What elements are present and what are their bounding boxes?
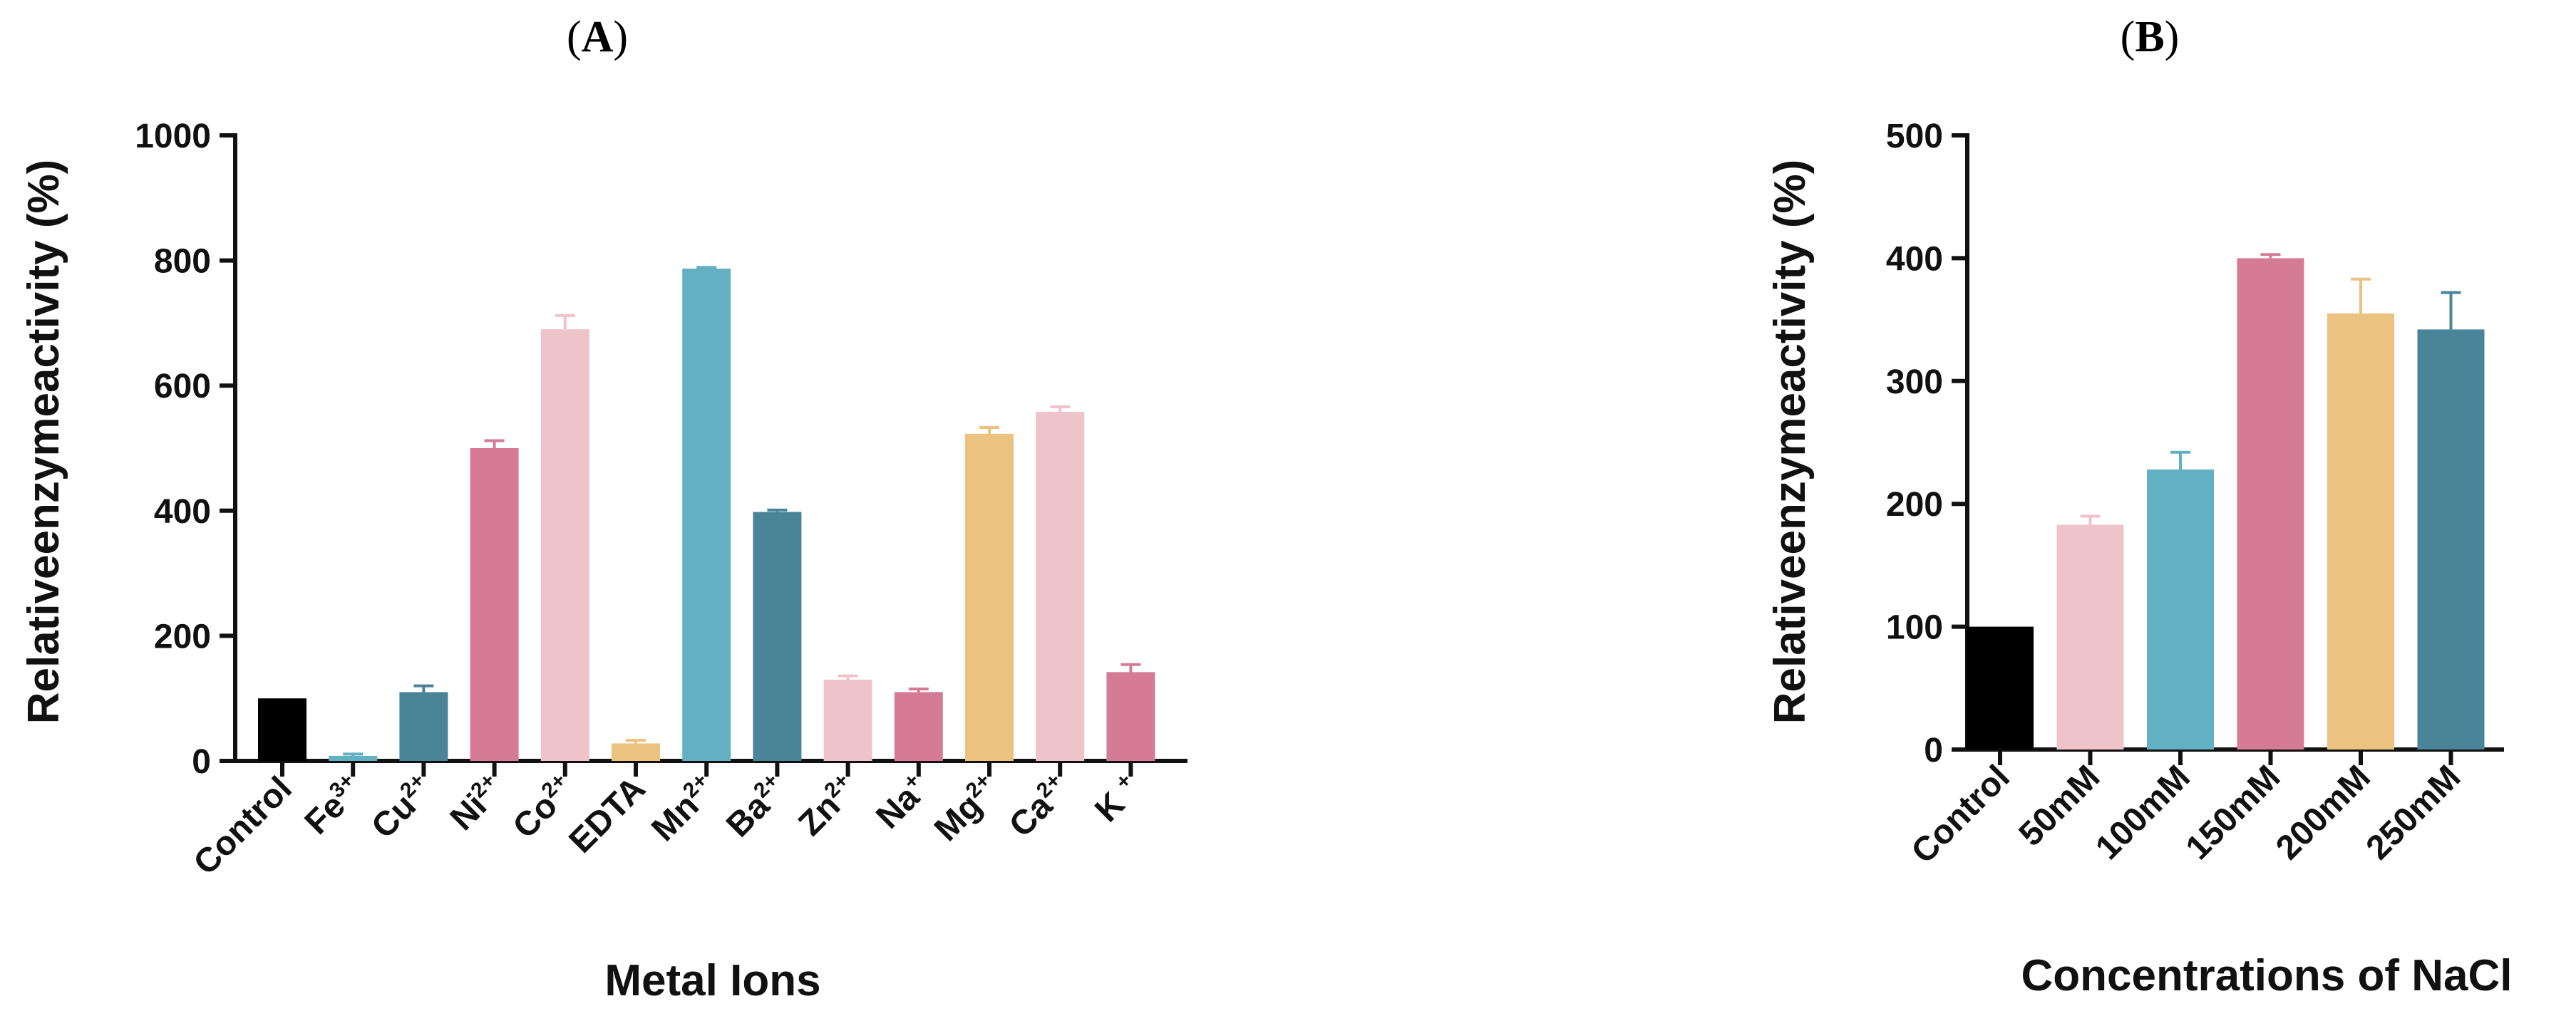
panel-b-category-base: 200mM [2269, 758, 2378, 867]
panel-a-label: (A) [567, 13, 628, 61]
panel-a-bar [823, 679, 872, 761]
panel-b-y-tick-label: 200 [1886, 486, 1943, 524]
panel-b-bar [2417, 329, 2485, 750]
panel-a-y-tick-label: 400 [154, 493, 211, 531]
panel-a-plot-area: 02004006008001000ControlFe3+Cu2+Ni2+Co2+… [135, 118, 1187, 882]
panel-b-bar [2327, 313, 2394, 750]
panel-b-category-label: 100mM [2088, 758, 2198, 867]
panel-b-y-axis-title: Relativeenzymeactivity (%) [1766, 160, 1815, 725]
panel-a-category-label: K + [1087, 769, 1148, 829]
panel-a-bar [540, 329, 589, 761]
panel-b-bar [2056, 524, 2124, 750]
panel-a-x-axis-title: Metal Ions [604, 956, 820, 1005]
panel-a-category-label: Ca2+ [1001, 769, 1077, 844]
panel-b-bar [2147, 469, 2214, 750]
chart-panel-a: (A) Metal Ions Relativeenzymeactivity (%… [19, 13, 1187, 1005]
panel-b-category-base: 150mM [2179, 758, 2288, 867]
panel-a-bar [329, 755, 378, 761]
panel-a-category-base: EDTA [562, 769, 652, 860]
panel-a-bar [753, 512, 802, 761]
panel-b-category-base: 100mM [2088, 758, 2198, 867]
panel-a-bar [965, 433, 1014, 761]
panel-b-category-label: 150mM [2179, 758, 2288, 867]
panel-a-category-label: Na+ [868, 769, 936, 836]
panel-a-category-label: Control [187, 769, 299, 882]
panel-a-y-axis-title: Relativeenzymeactivity (%) [19, 160, 68, 725]
panel-a-bar [894, 692, 943, 761]
panel-a-y-tick-label: 800 [154, 243, 211, 281]
panel-a-category-label: Mg2+ [927, 769, 1006, 849]
panel-a-bar [682, 269, 731, 761]
panel-b-x-axis-title: Concentrations of NaCl [2021, 951, 2513, 1000]
panel-a-bar [399, 692, 448, 761]
panel-a-bar [612, 743, 660, 761]
panel-a-y-tick-label: 200 [154, 618, 211, 655]
panel-a-category-label: EDTA [562, 769, 652, 860]
panel-b-category-label: 200mM [2269, 758, 2378, 867]
panel-b-y-tick-label: 0 [1924, 732, 1943, 769]
panel-b-plot-area: 0100200300400500Control50mM100mM150mM200… [1886, 118, 2504, 871]
panel-b-category-label: Control [1905, 758, 2017, 871]
panel-a-category-label: Mn2+ [644, 769, 723, 849]
panel-a-category-label: Cu2+ [364, 769, 441, 846]
panel-a-category-label: Ni2+ [442, 769, 511, 838]
panel-a-bar [258, 698, 306, 761]
panel-a-y-tick-label: 1000 [135, 118, 211, 155]
panel-a-bar [1106, 672, 1155, 761]
panel-b-label: (B) [2121, 13, 2180, 61]
panel-a-category-label: Ba2+ [718, 769, 794, 844]
panel-a-y-tick-label: 600 [154, 368, 211, 405]
panel-a-category-label: Fe3+ [297, 769, 370, 842]
panel-b-y-tick-label: 400 [1886, 240, 1943, 278]
panel-b-category-base: 250mM [2359, 758, 2468, 867]
panel-a-category-label: Zn2+ [790, 769, 865, 844]
panel-a-y-tick-label: 0 [192, 743, 211, 781]
panel-b-y-tick-label: 500 [1886, 118, 1943, 155]
chart-panel-b: (B) Concentrations of NaCl Relativeenzym… [1766, 13, 2512, 1000]
panel-a-category-base: Control [187, 769, 299, 882]
panel-b-bar [2237, 258, 2304, 750]
panel-b-y-tick-label: 100 [1886, 609, 1943, 647]
panel-b-y-tick-label: 300 [1886, 363, 1943, 401]
panel-a-bar [1036, 412, 1085, 761]
panel-b-category-base: Control [1905, 758, 2017, 871]
panel-b-bar [1967, 626, 2034, 750]
panel-a-bar [470, 448, 519, 761]
panel-b-category-label: 250mM [2359, 758, 2468, 867]
